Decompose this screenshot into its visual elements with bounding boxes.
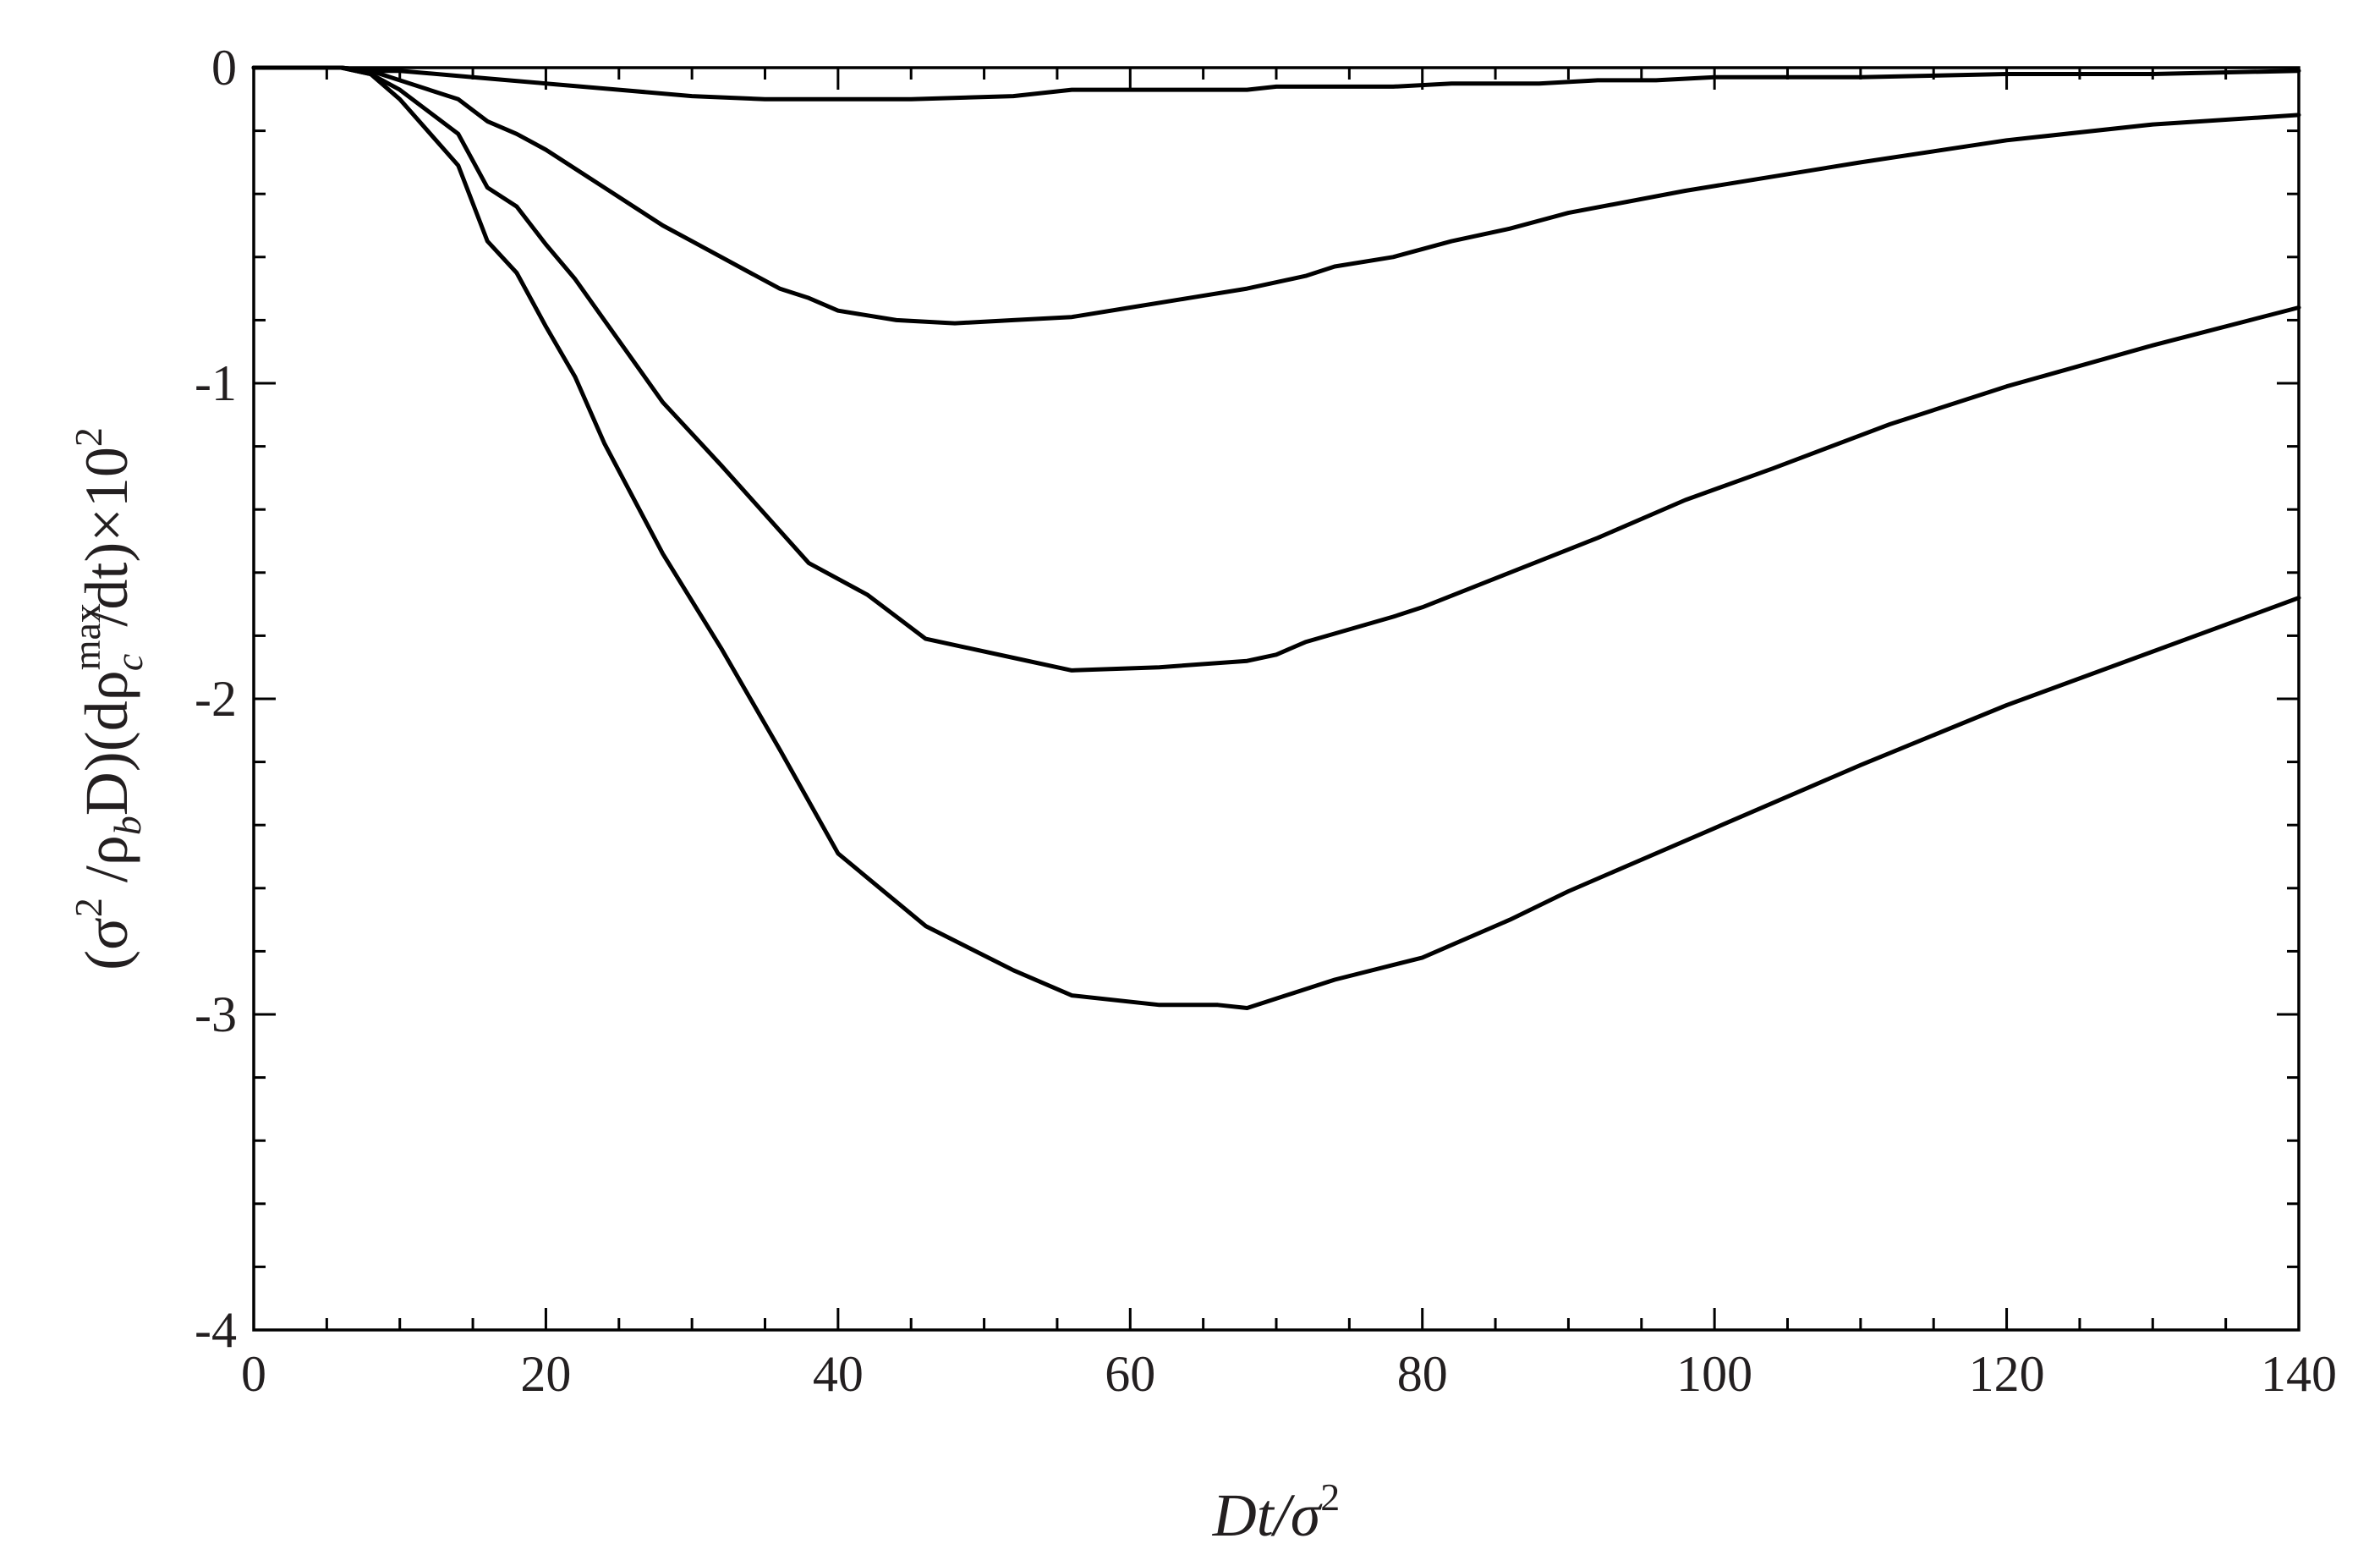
y-tick-label: -2 [195,671,237,727]
y-title-sup2: max [65,603,108,670]
series-group [251,65,2301,1010]
x-tick-labels: 0 20 40 60 80 100 120 140 [241,1346,2337,1402]
y-tick-labels: 0 -1 -2 -3 -4 [195,40,237,1358]
x-axis-title: Dt/σ2 [1212,1475,1341,1549]
x-tick-label: 40 [813,1346,864,1402]
y-title-mid1: /ρ [73,835,140,898]
series-line-curve-2 [251,65,2301,326]
series-line-curve-4 [251,65,2301,1010]
x-tick-label: 140 [2261,1346,2337,1402]
x-tick-label: 20 [520,1346,571,1402]
tick-marks [252,66,2300,1332]
y-axis-title: (σ2 /ρbD)(dρmaxc/dt)×102 [65,427,151,970]
x-tick-label: 80 [1397,1346,1448,1402]
y-title-sup3: 2 [67,427,110,447]
y-title-sup1: 2 [67,898,110,917]
series-line-curve-3 [251,65,2301,673]
y-title-sub1: b [106,816,149,835]
x-tick-label: 0 [241,1346,266,1402]
y-tick-label: -1 [195,355,237,411]
y-tick-label: -4 [195,1302,237,1358]
x-axis-title-exponent: 2 [1320,1475,1340,1519]
y-title-mid3: /dt)×10 [73,447,140,627]
x-tick-label: 120 [1969,1346,2045,1402]
series-line-curve-1 [251,65,2301,102]
y-title-sub2: c [107,654,151,671]
x-axis-title-base: Dt/σ [1212,1481,1323,1549]
x-tick-label: 100 [1676,1346,1752,1402]
y-tick-label: -3 [195,986,237,1042]
y-title-mid2: D)(dρ [73,670,140,816]
y-title-open: (σ [73,917,140,970]
y-tick-label: 0 [211,40,237,96]
x-tick-label: 60 [1105,1346,1155,1402]
plot-frame [252,66,2300,1332]
